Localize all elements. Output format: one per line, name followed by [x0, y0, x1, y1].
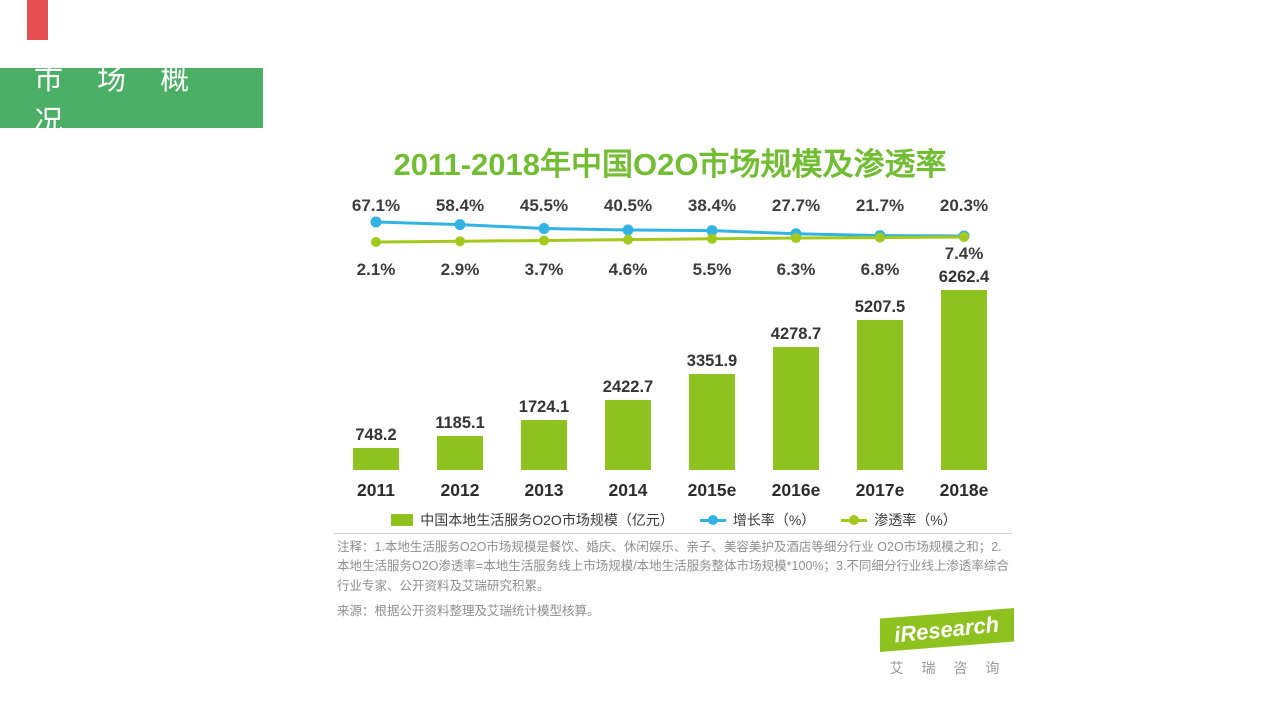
penetration-line-point — [539, 235, 549, 246]
bar-series-swatch-icon — [391, 514, 414, 526]
chart-area: 67.1% 2.1% 748.2 2011 58.4% 2.9% 1185.1 2012 45.… — [334, 180, 1006, 510]
growth-line-swatch-icon — [699, 515, 726, 525]
penetration-line-point — [455, 236, 465, 247]
penetration-rate-label: 2.9% — [440, 260, 480, 279]
penetration-line-point — [875, 232, 885, 243]
x-axis-label: 2014 — [608, 480, 648, 500]
penetration-rate-label: 6.3% — [776, 260, 816, 279]
x-axis-label: 2016e — [771, 480, 821, 500]
penetration-line-point — [707, 233, 717, 244]
penetration-line-swatch-icon — [841, 515, 868, 525]
legend-divider — [334, 533, 1012, 534]
x-axis-label: 2018e — [939, 480, 989, 500]
chart-source: 来源：根据公开资料整理及艾瑞统计模型核算。 — [337, 604, 600, 618]
penetration-line-point — [371, 237, 381, 247]
growth-rate-label: 67.1% — [351, 196, 401, 215]
x-axis-label: 2011 — [357, 480, 395, 500]
penetration-rate-label: 7.4% — [944, 244, 984, 263]
x-axis-label: 2015e — [687, 480, 737, 500]
iresearch-logo-flag-icon: iResearch — [880, 608, 1014, 652]
bar-value-label: 4278.7 — [770, 325, 822, 344]
growth-line-point — [370, 216, 382, 228]
penetration-line-point — [791, 233, 801, 244]
chart-notes: 注释：1.本地生活服务O2O市场规模是餐饮、婚庆、休闲娱乐、亲子、美容美护及酒店… — [337, 540, 1009, 593]
bar-value-label: 748.2 — [355, 426, 397, 445]
growth-line-point — [454, 219, 466, 231]
legend-item-growth-rate: 增长率（%） — [699, 510, 816, 530]
growth-rate-label: 40.5% — [603, 196, 653, 215]
growth-rate-label: 21.7% — [855, 196, 905, 215]
section-banner-label: 市 场 概 况 — [34, 64, 203, 138]
x-axis-label: 2012 — [440, 480, 480, 500]
iresearch-logo-text: iResearch — [893, 611, 1001, 648]
x-axis-label: 2013 — [524, 480, 564, 500]
growth-rate-label: 38.4% — [687, 196, 737, 215]
bar — [605, 400, 651, 470]
bar — [521, 420, 567, 470]
bar-value-label: 6262.4 — [938, 268, 990, 286]
bar-value-label: 2422.7 — [602, 378, 654, 397]
bar-value-label: 1185.1 — [435, 413, 485, 432]
bar — [437, 435, 483, 470]
penetration-line-point — [623, 234, 633, 245]
legend-label-growth-rate: 增长率（%） — [732, 512, 816, 528]
chart-legend: 中国本地生活服务O2O市场规模（亿元） 增长率（%） 渗透率（%） — [334, 510, 1014, 530]
iresearch-logo-subtext: 艾 瑞 咨 询 — [889, 660, 1007, 676]
growth-rate-label: 45.5% — [519, 196, 569, 215]
legend-label-market-size: 中国本地生活服务O2O市场规模（亿元） — [420, 512, 674, 528]
chart-title: 2011-2018年中国O2O市场规模及渗透率 — [393, 147, 947, 182]
bar — [857, 320, 903, 470]
bar-value-label: 1724.1 — [518, 398, 570, 417]
bar — [353, 448, 399, 470]
bar-value-label: 5207.5 — [854, 298, 906, 317]
growth-line-point — [706, 225, 718, 237]
bar — [689, 373, 735, 470]
bar — [941, 290, 987, 470]
penetration-rate-label: 6.8% — [860, 260, 900, 279]
iresearch-logo: iResearch 艾 瑞 咨 询 — [880, 608, 1016, 678]
growth-rate-label: 58.4% — [435, 196, 485, 215]
growth-rate-label: 20.3% — [939, 196, 989, 215]
section-banner: 市 场 概 况 — [0, 64, 263, 138]
corner-accent — [27, 0, 48, 40]
legend-item-market-size: 中国本地生活服务O2O市场规模（亿元） — [391, 510, 674, 530]
legend-item-penetration-rate: 渗透率（%） — [841, 510, 957, 530]
growth-line-point — [622, 224, 634, 236]
bar — [773, 347, 819, 470]
trend-lines — [370, 216, 970, 247]
x-axis-label: 2017e — [855, 480, 905, 500]
growth-line-point — [538, 222, 550, 234]
bar-value-label: 3351.9 — [686, 351, 738, 370]
penetration-rate-label: 4.6% — [608, 260, 648, 279]
penetration-line-point — [959, 232, 969, 242]
legend-label-penetration-rate: 渗透率（%） — [874, 512, 957, 528]
growth-rate-label: 27.7% — [771, 196, 821, 215]
penetration-rate-label: 2.1% — [356, 260, 396, 279]
penetration-rate-label: 5.5% — [692, 260, 732, 279]
penetration-rate-label: 3.7% — [524, 260, 564, 279]
